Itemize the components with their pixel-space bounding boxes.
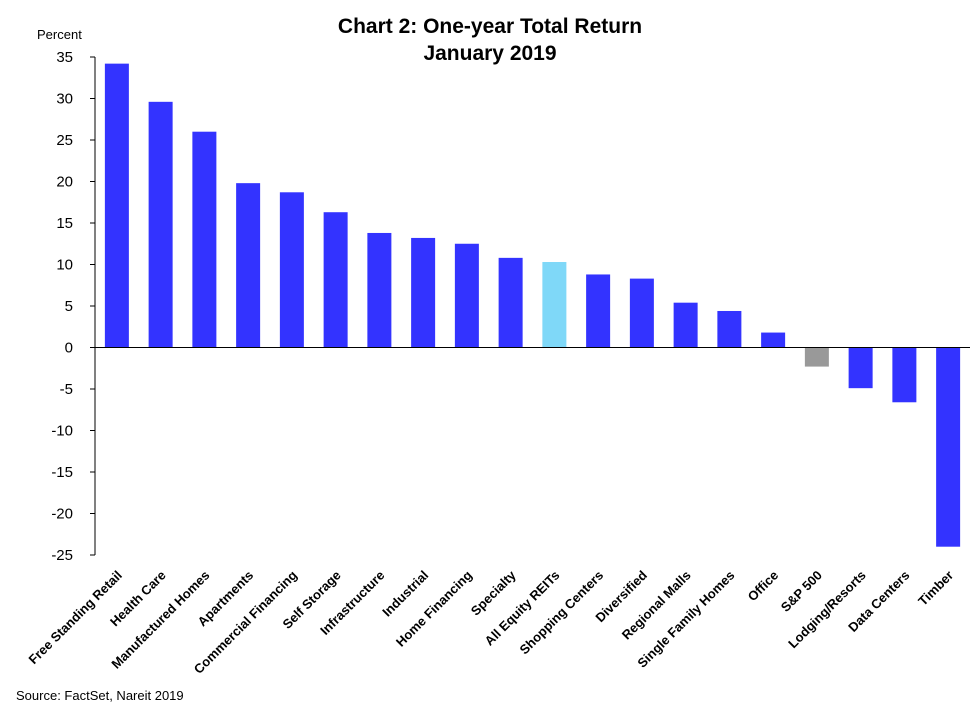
y-tick-label: 0 bbox=[65, 340, 73, 357]
bar-infrastructure bbox=[367, 232, 392, 348]
bar-self-storage bbox=[323, 212, 348, 348]
x-tick-label: All Equity REITs bbox=[482, 568, 563, 649]
y-tick-label: 10 bbox=[56, 257, 73, 274]
bar-apartments bbox=[236, 183, 261, 348]
x-tick-label: Home Financing bbox=[393, 567, 475, 649]
bar-regional-malls bbox=[673, 302, 698, 348]
bar-free-standing-retail bbox=[104, 63, 129, 348]
x-tick-label: Shopping Centers bbox=[516, 568, 606, 658]
bar-office bbox=[761, 332, 786, 348]
y-tick-label: -25 bbox=[51, 547, 73, 564]
bar-all-equity-reits bbox=[542, 262, 567, 348]
bar-home-financing bbox=[454, 243, 479, 348]
y-tick-label: 35 bbox=[56, 49, 73, 66]
x-tick-label: Office bbox=[745, 568, 782, 605]
bar-s-p-500 bbox=[804, 347, 829, 367]
bar-health-care bbox=[148, 101, 173, 348]
bar-shopping-centers bbox=[586, 274, 611, 348]
y-tick-label: -20 bbox=[51, 506, 73, 523]
bar-lodging-resorts bbox=[848, 347, 873, 389]
bar-specialty bbox=[498, 257, 523, 348]
bars bbox=[104, 63, 961, 547]
x-tick-label: Timber bbox=[915, 568, 956, 609]
chart-subtitle: January 2019 bbox=[423, 42, 556, 65]
chart-title: Chart 2: One-year Total Return bbox=[338, 15, 642, 38]
bar-single-family-homes bbox=[717, 310, 742, 348]
y-tick-labels: 35 30 25 20 15 10 5 0 -5 -10 -15 -20 -25 bbox=[51, 49, 95, 564]
y-tick-label: 5 bbox=[65, 298, 73, 315]
y-tick-label: 20 bbox=[56, 174, 73, 191]
bar-data-centers bbox=[892, 347, 917, 403]
y-tick-label: 30 bbox=[56, 91, 73, 108]
y-tick-label: -10 bbox=[51, 423, 73, 440]
bar-timber bbox=[936, 347, 961, 547]
bar-industrial bbox=[411, 237, 436, 348]
y-tick-label: -5 bbox=[60, 381, 73, 398]
bar-diversified bbox=[629, 278, 654, 348]
bar-manufactured-homes bbox=[192, 131, 217, 348]
x-tick-label: Lodging/Resorts bbox=[785, 568, 869, 652]
source-note: Source: FactSet, Nareit 2019 bbox=[16, 688, 184, 703]
y-axis-label: Percent bbox=[37, 27, 82, 42]
bar-commercial-financing bbox=[279, 192, 304, 348]
y-tick-label: 15 bbox=[56, 215, 73, 232]
y-tick-label: 25 bbox=[56, 132, 73, 149]
y-tick-label: -15 bbox=[51, 464, 73, 481]
